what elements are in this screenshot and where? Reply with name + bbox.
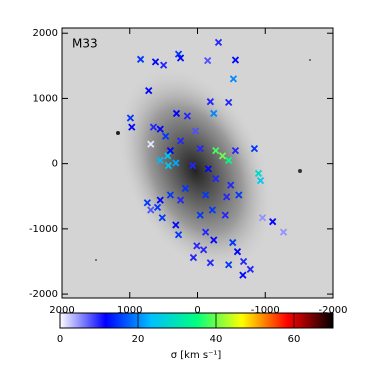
- point: [166, 191, 175, 199]
- point: [256, 176, 265, 185]
- point: [239, 257, 248, 266]
- point: [246, 265, 254, 273]
- point: [221, 211, 229, 219]
- point: [229, 75, 238, 83]
- point: [147, 206, 155, 214]
- point: [210, 109, 218, 118]
- y-tick-label: -2000: [29, 289, 58, 300]
- colorbar-tick-label: 60: [288, 334, 301, 345]
- point: [218, 152, 227, 160]
- point: [128, 123, 136, 131]
- point: [183, 112, 191, 120]
- x-tick-label: 1000: [117, 305, 142, 316]
- point: [164, 152, 172, 160]
- point: [145, 86, 153, 95]
- point: [279, 228, 288, 236]
- point: [254, 169, 263, 178]
- point: [231, 146, 240, 155]
- point: [191, 127, 200, 135]
- point: [156, 156, 164, 165]
- y-tick-label: 2000: [33, 28, 58, 39]
- point: [225, 261, 233, 269]
- point: [189, 253, 198, 262]
- point: [212, 175, 220, 183]
- point: [136, 55, 145, 63]
- x-tick-label: -2000: [318, 305, 347, 316]
- y-tick-label: 0: [52, 159, 58, 170]
- point: [206, 259, 215, 267]
- point: [258, 214, 267, 222]
- point: [196, 211, 204, 219]
- point: [172, 109, 181, 118]
- point: [156, 196, 164, 204]
- point: [201, 191, 210, 199]
- point: [229, 238, 237, 247]
- point: [176, 137, 185, 145]
- point: [174, 50, 183, 58]
- point: [156, 125, 164, 133]
- point: [250, 145, 259, 153]
- point: [233, 248, 242, 256]
- point: [269, 218, 277, 226]
- point: [214, 38, 223, 46]
- point: [176, 54, 185, 62]
- point: [212, 146, 220, 155]
- point: [225, 98, 233, 106]
- point: [164, 161, 173, 170]
- y-tick-label: 1000: [33, 93, 58, 104]
- point: [227, 181, 235, 189]
- point: [153, 203, 162, 211]
- point: [206, 98, 215, 106]
- point: [176, 196, 185, 204]
- colorbar-tick-label: 20: [132, 334, 145, 345]
- colorbar-tick-label: 0: [57, 334, 63, 345]
- point: [162, 132, 170, 140]
- point: [225, 156, 233, 165]
- point: [239, 271, 247, 279]
- colorbar-tick-label: 40: [210, 334, 223, 345]
- point: [143, 199, 152, 207]
- point: [126, 114, 135, 122]
- point: [204, 56, 212, 65]
- colorbar: [59, 312, 334, 329]
- point: [151, 58, 160, 66]
- point: [181, 184, 189, 193]
- sky-image: [62, 28, 333, 298]
- point: [208, 206, 217, 214]
- annotation: M33: [72, 37, 98, 51]
- point: [204, 165, 212, 173]
- point: [210, 236, 218, 244]
- point: [172, 221, 180, 229]
- x-tick-label: 0: [194, 305, 200, 316]
- point: [166, 146, 175, 155]
- point: [189, 161, 197, 170]
- point: [193, 242, 201, 250]
- point: [172, 159, 180, 167]
- point: [199, 246, 208, 254]
- point: [235, 191, 243, 199]
- point: [158, 214, 166, 222]
- x-tick-label: -1000: [251, 305, 280, 316]
- point: [159, 61, 168, 69]
- point: [196, 145, 204, 153]
- x-tick-label: 2000: [49, 305, 74, 316]
- point: [149, 123, 158, 131]
- point: [147, 140, 155, 148]
- y-tick-label: -1000: [29, 224, 58, 235]
- points: [126, 38, 288, 279]
- colorbar-label: σ [km s⁻¹]: [171, 350, 222, 361]
- point: [231, 56, 240, 64]
- point: [222, 193, 231, 201]
- point: [201, 228, 210, 236]
- point: [174, 231, 183, 239]
